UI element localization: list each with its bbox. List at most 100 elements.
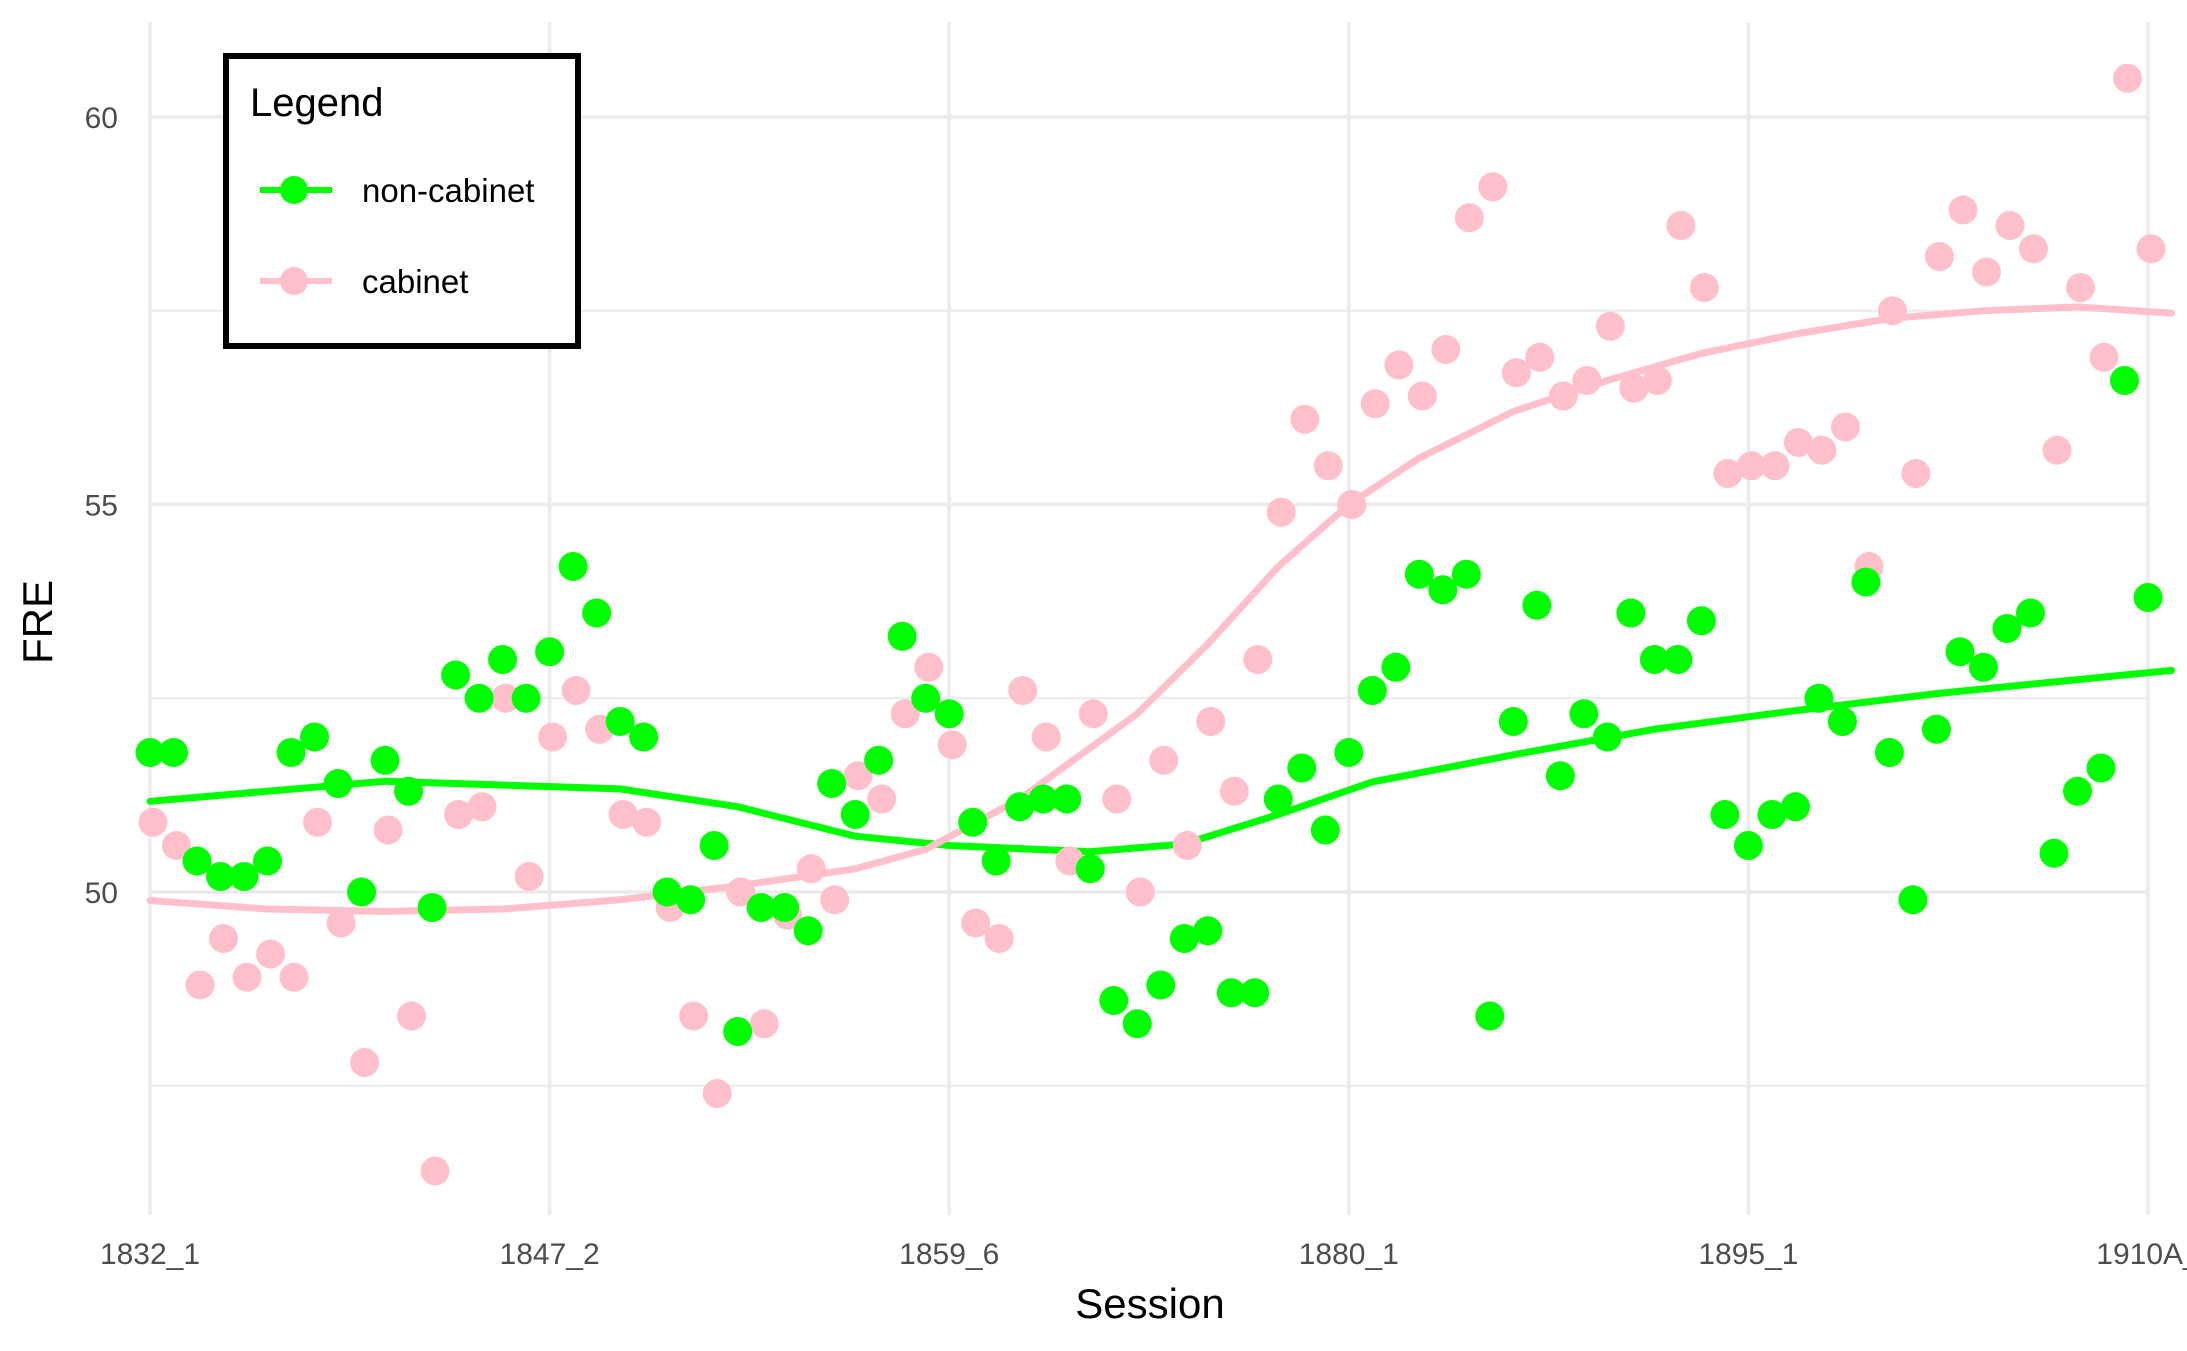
point-cabinet	[1337, 490, 1367, 519]
point-cabinet	[162, 831, 192, 860]
point-cabinet	[1971, 257, 2001, 287]
point-cabinet	[961, 908, 991, 938]
point-non-cabinet	[2015, 598, 2045, 628]
point-non-cabinet	[182, 846, 212, 876]
point-non-cabinet	[464, 683, 494, 713]
point-non-cabinet	[1710, 800, 1740, 829]
point-non-cabinet	[1475, 1001, 1505, 1031]
y-tick-label: 60	[85, 102, 118, 135]
point-non-cabinet	[1146, 970, 1176, 1000]
point-non-cabinet	[1005, 792, 1035, 822]
point-non-cabinet	[1240, 978, 1270, 1008]
point-cabinet	[1172, 831, 1202, 860]
point-cabinet	[2136, 234, 2166, 264]
point-cabinet	[890, 699, 920, 729]
point-non-cabinet	[1122, 1009, 1152, 1039]
point-non-cabinet	[1945, 637, 1975, 667]
point-non-cabinet	[1639, 645, 1669, 674]
point-cabinet	[256, 939, 286, 969]
x-tick-label: 1832_1	[100, 1238, 200, 1271]
point-non-cabinet	[1968, 652, 1998, 682]
legend-entry-cabinet: cabinet	[260, 263, 468, 300]
point-cabinet	[420, 1156, 450, 1186]
point-non-cabinet	[1780, 792, 1810, 822]
point-non-cabinet	[1263, 784, 1293, 814]
point-cabinet	[1666, 211, 1696, 240]
point-non-cabinet	[323, 769, 353, 798]
point-non-cabinet	[817, 769, 847, 798]
point-cabinet	[538, 722, 568, 752]
legend-dot-non-cabinet	[280, 176, 308, 204]
point-non-cabinet	[1616, 598, 1646, 628]
point-non-cabinet	[676, 885, 706, 915]
point-cabinet	[1877, 296, 1907, 326]
point-non-cabinet	[558, 552, 588, 581]
y-tick-label: 55	[85, 490, 118, 523]
point-non-cabinet	[699, 831, 729, 860]
point-non-cabinet	[2039, 838, 2069, 868]
point-non-cabinet	[887, 621, 917, 651]
point-non-cabinet	[1898, 885, 1928, 915]
point-non-cabinet	[1804, 683, 1834, 713]
point-non-cabinet	[1569, 699, 1599, 729]
point-non-cabinet	[723, 1017, 753, 1046]
point-cabinet	[1149, 745, 1179, 775]
point-non-cabinet	[1428, 575, 1458, 605]
point-non-cabinet	[1686, 606, 1716, 636]
point-cabinet	[1901, 459, 1931, 488]
point-cabinet	[1619, 373, 1649, 403]
point-cabinet	[1760, 451, 1790, 481]
point-cabinet	[1078, 699, 1108, 729]
point-cabinet	[632, 807, 662, 837]
point-cabinet	[1572, 366, 1602, 395]
point-cabinet	[1995, 211, 2025, 240]
point-cabinet	[1595, 311, 1625, 341]
smooth-line-cabinet	[146, 303, 2175, 915]
point-cabinet	[1102, 784, 1132, 814]
point-cabinet	[1783, 428, 1813, 457]
point-non-cabinet	[1874, 738, 1904, 767]
point-cabinet	[1407, 381, 1437, 411]
point-non-cabinet	[135, 738, 165, 767]
point-cabinet	[1290, 404, 1320, 434]
point-cabinet	[444, 800, 474, 829]
point-non-cabinet	[276, 738, 306, 767]
point-cabinet	[1525, 342, 1555, 372]
point-cabinet	[1196, 707, 1226, 736]
point-cabinet	[1548, 381, 1578, 411]
legend-dot-cabinet	[280, 267, 308, 295]
point-non-cabinet	[1169, 924, 1199, 953]
point-non-cabinet	[511, 683, 541, 713]
point-cabinet	[984, 924, 1014, 953]
legend-entry-non-cabinet: non-cabinet	[260, 172, 534, 209]
point-cabinet	[1689, 273, 1719, 302]
point-cabinet	[2018, 234, 2048, 264]
point-non-cabinet	[746, 893, 776, 922]
point-cabinet	[1360, 389, 1390, 419]
point-cabinet	[326, 908, 356, 938]
point-cabinet	[1736, 451, 1766, 481]
point-non-cabinet	[1334, 738, 1364, 767]
point-cabinet	[467, 792, 497, 822]
point-cabinet	[820, 885, 850, 915]
point-non-cabinet	[1592, 722, 1622, 752]
x-axis-title: Session	[1075, 1280, 1224, 1327]
smooth-line-non-cabinet	[146, 666, 2175, 856]
point-cabinet	[138, 807, 168, 837]
point-non-cabinet	[629, 722, 659, 752]
point-cabinet	[350, 1048, 380, 1077]
point-cabinet	[1243, 645, 1273, 674]
point-cabinet	[185, 970, 215, 1000]
point-non-cabinet	[2133, 583, 2163, 612]
point-non-cabinet	[229, 862, 259, 891]
point-non-cabinet	[1357, 676, 1387, 705]
point-non-cabinet	[253, 846, 283, 876]
point-non-cabinet	[770, 893, 800, 922]
point-cabinet	[491, 683, 521, 713]
point-cabinet	[796, 854, 826, 884]
point-cabinet	[1031, 722, 1061, 752]
point-non-cabinet	[370, 745, 400, 775]
point-cabinet	[1807, 435, 1837, 465]
axis-tick-labels: 1832_1 1847_2 1859_6 1880_1 1895_1 1910A_ 50 55…	[85, 102, 2187, 1271]
